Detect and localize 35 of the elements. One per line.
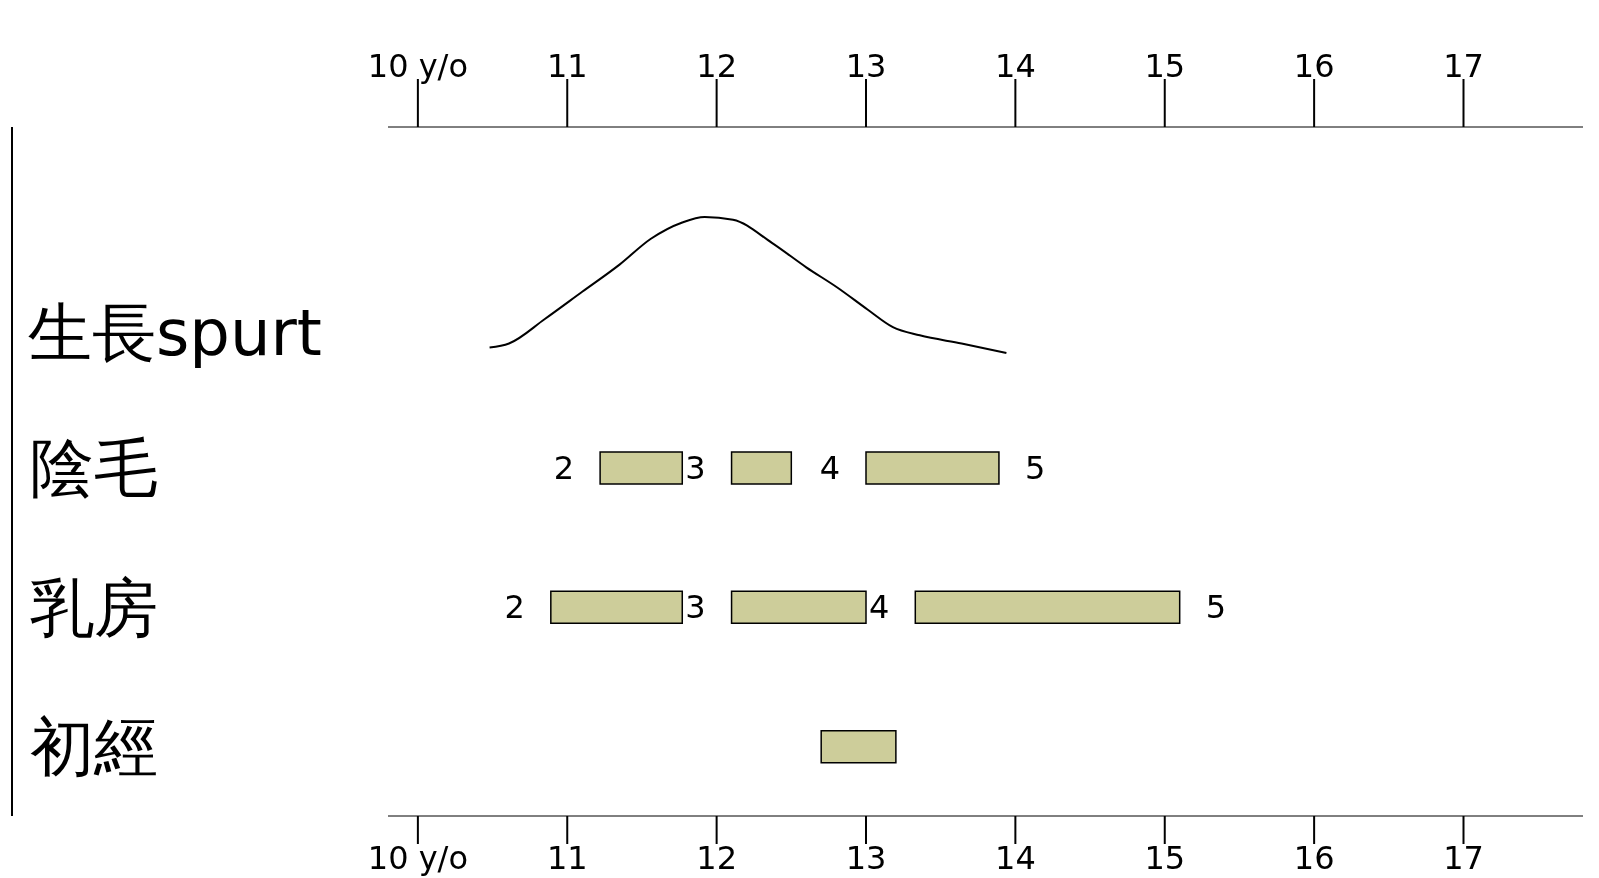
annotation: 2	[504, 588, 525, 627]
bar	[550, 590, 684, 625]
x-tick-label: 11	[546, 47, 588, 85]
x-tick-label: 16	[1293, 47, 1335, 85]
x-tick-label: 13	[845, 838, 887, 877]
bar	[730, 590, 867, 625]
x-tick-label: 10 y/o	[367, 47, 468, 85]
x-tick-label: 13	[845, 47, 887, 85]
x-tick-label: 12	[696, 47, 737, 85]
bar	[914, 590, 1181, 625]
y-tick-label: 初經	[30, 710, 158, 785]
x-tick-label: 10 y/o	[367, 838, 468, 877]
annotation: 3	[685, 449, 706, 488]
annotation: 4	[868, 588, 890, 627]
bar	[730, 451, 793, 485]
annotation: 5	[1024, 449, 1046, 488]
annotation: 5	[1205, 588, 1227, 627]
annotation: 3	[685, 588, 706, 627]
x-tick-label: 17	[1443, 47, 1484, 85]
x-tick-label: 14	[995, 838, 1036, 877]
bar	[820, 729, 897, 764]
y-tick-label: 乳房	[30, 570, 158, 645]
x-tick-label: 17	[1443, 838, 1484, 877]
bar	[599, 451, 684, 485]
y-tick-label: 陰毛	[30, 431, 158, 506]
x-tick-label: 14	[995, 47, 1036, 85]
x-tick-label: 15	[1144, 47, 1186, 85]
x-tick-label: 15	[1144, 838, 1186, 877]
x-tick-label: 12	[696, 838, 737, 877]
y-axis-title: 生長spurt	[28, 296, 322, 371]
annotation: 4	[819, 449, 840, 488]
x-tick-label: 11	[546, 838, 588, 877]
annotation: 2	[553, 449, 575, 488]
x-tick-label: 16	[1293, 838, 1335, 877]
bar	[865, 451, 1000, 485]
